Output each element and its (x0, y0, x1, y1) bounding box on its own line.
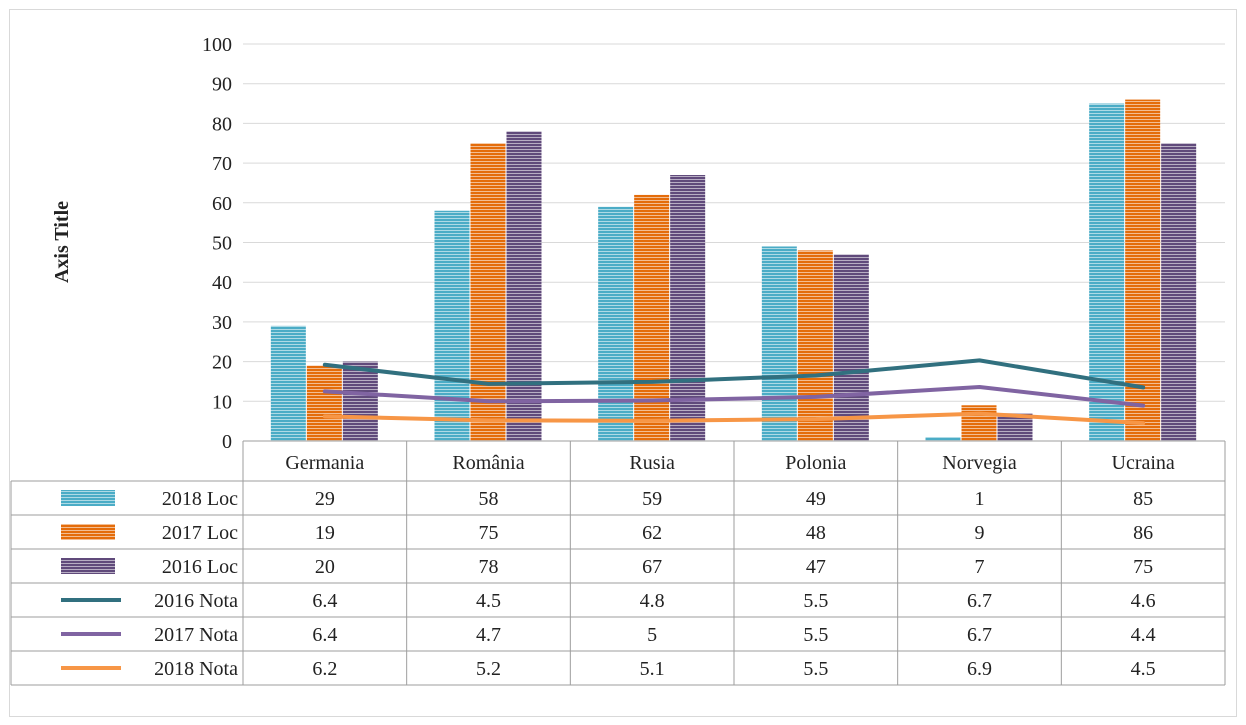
bar-2018-loc (925, 437, 961, 441)
category-label: Norvegia (942, 452, 1017, 474)
bar-2016-loc (833, 254, 869, 441)
line-2018-nota (322, 411, 1146, 426)
data-label: 4.5 (476, 590, 501, 612)
y-tick-label: 20 (212, 352, 232, 374)
data-label: 48 (806, 522, 826, 544)
data-label: 1 (975, 488, 985, 510)
bar-2016-loc (506, 131, 542, 441)
category-label: Ucraina (1112, 452, 1175, 474)
y-tick-label: 100 (202, 34, 232, 56)
y-tick-label: 10 (212, 391, 232, 413)
data-label: 5.5 (803, 590, 828, 612)
data-label: 4.5 (1131, 658, 1156, 680)
data-label: 7 (975, 556, 985, 578)
bar-2018-loc (270, 325, 306, 441)
data-label: 49 (806, 488, 826, 510)
data-label: 59 (642, 488, 662, 510)
bar-2018-loc (434, 210, 470, 441)
legend-key (61, 524, 115, 540)
data-label: 58 (479, 488, 499, 510)
bar-2016-loc (342, 361, 378, 441)
bar-2017-loc (797, 250, 833, 441)
data-label: 4.4 (1131, 624, 1156, 646)
bar-2018-loc (1089, 103, 1125, 442)
data-label: 5.5 (803, 624, 828, 646)
y-tick-label: 50 (212, 233, 232, 255)
data-label: 6.7 (967, 624, 992, 646)
category-label: Germania (285, 452, 364, 474)
bars (270, 99, 1197, 442)
legend-label: 2016 Nota (154, 590, 238, 612)
data-label: 4.6 (1131, 590, 1156, 612)
y-tick-label: 40 (212, 272, 232, 294)
y-tick-label: 0 (222, 431, 232, 453)
gridlines (243, 43, 1225, 442)
legend-label: 2018 Nota (154, 658, 238, 680)
data-label: 9 (975, 522, 985, 544)
y-tick-label: 80 (212, 113, 232, 135)
chart-frame (9, 9, 1237, 717)
y-tick-label: 30 (212, 312, 232, 334)
data-label: 86 (1133, 522, 1153, 544)
y-axis-title: Axis Title (51, 201, 73, 283)
data-label: 19 (315, 522, 335, 544)
data-label: 4.8 (640, 590, 665, 612)
data-label: 5.5 (803, 658, 828, 680)
legend-key (61, 490, 115, 506)
data-label: 4.7 (476, 624, 501, 646)
data-label: 75 (479, 522, 499, 544)
data-label: 75 (1133, 556, 1153, 578)
data-label: 47 (806, 556, 826, 578)
bar-2018-loc (761, 246, 797, 441)
data-label: 6.4 (312, 624, 337, 646)
bar-2017-loc (961, 405, 997, 441)
lines (322, 358, 1146, 426)
data-label: 67 (642, 556, 662, 578)
legend-label: 2016 Loc (162, 556, 238, 578)
line-2016-nota (322, 358, 1146, 390)
bar-2016-loc (1161, 143, 1197, 441)
data-label: 6.7 (967, 590, 992, 612)
category-label: Polonia (785, 452, 846, 474)
bar-2017-loc (306, 365, 342, 441)
data-table: Germania România Rusia Polonia Norvegia Ucrai… (10, 440, 1226, 686)
category-label: Rusia (629, 452, 675, 474)
y-axis-ticks: 0 10 20 30 40 50 60 70 80 90 100 (202, 34, 232, 453)
y-tick-label: 90 (212, 74, 232, 96)
y-tick-label: 60 (212, 193, 232, 215)
category-label: România (452, 452, 524, 474)
bar-2017-loc (470, 143, 506, 441)
data-label: 5.1 (640, 658, 665, 680)
bar-2017-loc (634, 194, 670, 441)
data-label: 62 (642, 522, 662, 544)
legend-label: 2018 Loc (162, 488, 238, 510)
y-tick-label: 70 (212, 153, 232, 175)
legend-label: 2017 Nota (154, 624, 238, 646)
data-label: 6.2 (312, 658, 337, 680)
data-label: 5.2 (476, 658, 501, 680)
legend-label: 2017 Loc (162, 522, 238, 544)
bar-2017-loc (1125, 99, 1161, 441)
bar-2016-loc (670, 175, 706, 441)
data-label: 6.9 (967, 658, 992, 680)
data-label: 78 (479, 556, 499, 578)
line-2017-nota (322, 385, 1146, 408)
bar-2018-loc (598, 206, 634, 441)
legend-key (61, 558, 115, 574)
data-label: 6.4 (312, 590, 337, 612)
data-label: 29 (315, 488, 335, 510)
data-label: 5 (647, 624, 657, 646)
data-label: 20 (315, 556, 335, 578)
data-label: 85 (1133, 488, 1153, 510)
